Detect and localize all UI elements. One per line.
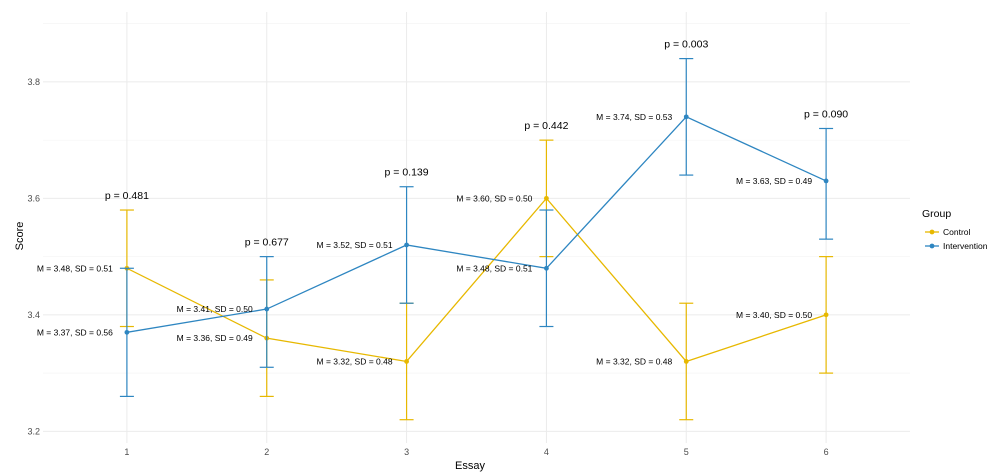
mean-sd-label: M = 3.74, SD = 0.53 <box>596 112 672 122</box>
mean-sd-label: M = 3.32, SD = 0.48 <box>596 356 672 366</box>
series-control <box>119 139 834 421</box>
data-point <box>544 195 549 201</box>
series <box>119 57 834 421</box>
x-tick-label: 5 <box>684 447 689 457</box>
legend-item-control: Control <box>925 227 971 237</box>
y-tick-label: 3.6 <box>27 193 40 203</box>
p-value-label: p = 0.677 <box>245 237 289 249</box>
error-bar <box>259 256 274 368</box>
mean-sd-label: M = 3.48, SD = 0.51 <box>37 263 113 273</box>
p-value-label: p = 0.481 <box>105 190 149 202</box>
legend: Group Control Intervention <box>922 208 988 251</box>
data-point <box>683 359 689 364</box>
data-point <box>544 265 549 271</box>
series-intervention <box>119 57 834 398</box>
mean-sd-label: M = 3.37, SD = 0.56 <box>37 327 113 337</box>
data-point <box>823 178 829 184</box>
x-tick-label: 1 <box>124 447 129 457</box>
mean-sd-label: M = 3.60, SD = 0.50 <box>456 193 532 203</box>
data-point <box>683 114 689 120</box>
x-axis-title: Essay <box>455 460 485 472</box>
data-point <box>404 359 409 364</box>
series-line <box>126 197 827 363</box>
data-point <box>124 329 130 335</box>
mean-sd-label: M = 3.63, SD = 0.49 <box>736 176 812 186</box>
mean-sd-label: M = 3.40, SD = 0.50 <box>736 310 812 320</box>
x-tick-label: 4 <box>544 447 549 457</box>
grid <box>43 12 910 443</box>
legend-point <box>929 229 935 235</box>
legend-label: Intervention <box>943 241 988 251</box>
legend-title: Group <box>922 208 951 220</box>
legend-point <box>929 243 935 249</box>
y-tick-label: 3.8 <box>27 77 40 87</box>
x-tick-label: 3 <box>404 447 409 457</box>
mean-sd-label: M = 3.41, SD = 0.50 <box>177 304 253 314</box>
mean-sd-label: M = 3.48, SD = 0.51 <box>456 263 532 273</box>
legend-item-intervention: Intervention <box>925 241 988 251</box>
x-tick-label: 2 <box>264 447 269 457</box>
y-axis-title: Score <box>14 222 26 251</box>
series-line <box>126 116 827 333</box>
data-point <box>823 312 829 318</box>
p-value-label: p = 0.139 <box>385 167 429 179</box>
error-bar <box>819 127 834 240</box>
legend-label: Control <box>943 227 971 237</box>
mean-sd-label: M = 3.36, SD = 0.49 <box>177 333 253 343</box>
p-value-label: p = 0.442 <box>524 120 568 132</box>
mean-sd-label: M = 3.52, SD = 0.51 <box>317 240 393 250</box>
mean-sd-label: M = 3.32, SD = 0.48 <box>317 356 393 366</box>
y-tick-label: 3.2 <box>27 426 40 436</box>
x-tick-label: 6 <box>824 447 829 457</box>
p-value-label: p = 0.090 <box>804 108 848 120</box>
y-tick-label: 3.4 <box>27 310 40 320</box>
data-labels: M = 3.48, SD = 0.51 M = 3.36, SD = 0.49 M … <box>37 39 848 367</box>
data-point <box>404 242 409 248</box>
axes: Essay Score 3.2 3.4 3.6 3.8 1 2 3 4 5 6 <box>14 77 829 472</box>
data-point <box>264 306 270 312</box>
p-value-label: p = 0.003 <box>664 39 708 51</box>
